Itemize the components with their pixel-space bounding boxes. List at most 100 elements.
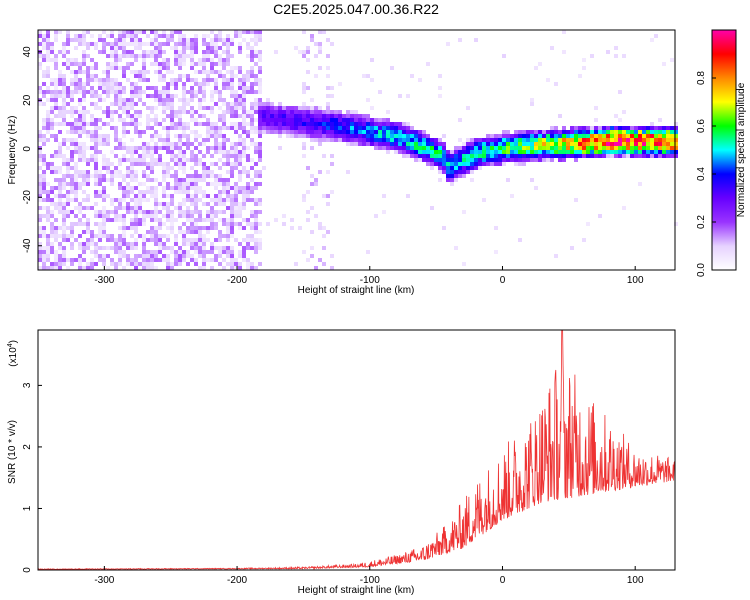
spectrogram-cell <box>174 158 178 162</box>
spectrogram-cell <box>406 122 410 126</box>
spectrogram-cell <box>558 146 562 150</box>
spectrogram-cell <box>226 198 230 202</box>
spectrogram-cell <box>442 166 446 170</box>
spectrogram-cell <box>402 130 406 134</box>
spectrogram-cell <box>206 126 210 130</box>
spectrogram-cell <box>102 198 106 202</box>
spectrogram-cell <box>114 246 118 250</box>
spectrogram-cell <box>106 142 110 146</box>
spectrogram-cell <box>58 258 62 262</box>
spectrogram-cell <box>126 206 130 210</box>
spectrogram-cell <box>242 90 246 94</box>
spectrogram-cell <box>154 230 158 234</box>
spectrogram-cell <box>322 234 326 238</box>
spectrogram-cell <box>590 54 594 58</box>
spectrogram-cell <box>50 230 54 234</box>
spectrogram-cell <box>122 98 126 102</box>
spectrogram-cell <box>630 142 634 146</box>
spectrogram-cell <box>178 230 182 234</box>
spectrogram-cell <box>150 230 154 234</box>
spectrogram-cell <box>58 266 62 270</box>
spectrogram-cell <box>114 90 118 94</box>
spectrogram-cell <box>626 150 630 154</box>
spectrogram-cell <box>294 46 298 50</box>
spectrogram-cell <box>246 170 250 174</box>
spectrogram-cell <box>170 158 174 162</box>
spectrogram-cell <box>554 82 558 86</box>
spectrogram-cell <box>86 30 90 34</box>
spectrogram-cell <box>150 54 154 58</box>
spectrogram-cell <box>614 114 618 118</box>
spectrogram-cell <box>618 90 622 94</box>
spectrogram-cell <box>226 38 230 42</box>
spectrogram-cell <box>370 130 374 134</box>
spectrogram-cell <box>246 30 250 34</box>
spectrogram-cell <box>530 138 534 142</box>
spectrogram-cell <box>234 154 238 158</box>
spectrogram-cell <box>506 142 510 146</box>
spectrogram-cell <box>154 158 158 162</box>
spectrogram-cell <box>262 122 266 126</box>
spectrogram-cell <box>410 138 414 142</box>
spectrogram-cell <box>222 134 226 138</box>
spectrogram-cell <box>242 146 246 150</box>
spectrogram-cell <box>186 126 190 130</box>
spectrogram-cell <box>94 262 98 266</box>
spectrogram-cell <box>642 138 646 142</box>
spectrogram-cell <box>522 138 526 142</box>
spectrogram-cell <box>282 126 286 130</box>
spectrogram-cell <box>214 186 218 190</box>
spectrogram-cell <box>174 30 178 34</box>
spectrogram-cell <box>66 94 70 98</box>
spectrogram-cell <box>230 206 234 210</box>
spectrogram-cell <box>238 102 242 106</box>
spectrogram-cell <box>154 202 158 206</box>
spectrogram-cell <box>514 142 518 146</box>
spectrogram-cell <box>542 158 546 162</box>
spectrogram-cell <box>82 206 86 210</box>
spectrogram-cell <box>310 110 314 114</box>
spectrogram-cell <box>230 222 234 226</box>
spectrogram-cell <box>434 150 438 154</box>
spectrogram-cell <box>118 102 122 106</box>
spectrogram-cell <box>170 154 174 158</box>
spectrogram-cell <box>46 126 50 130</box>
spectrogram-cell <box>658 126 662 130</box>
spectrogram-cell <box>230 70 234 74</box>
spectrogram-cell <box>154 50 158 54</box>
spectrogram-cell <box>146 70 150 74</box>
spectrogram-cell <box>166 258 170 262</box>
spectrogram-cell <box>54 150 58 154</box>
spectrogram-cell <box>190 214 194 218</box>
spectrogram-cell <box>146 150 150 154</box>
spectrogram-cell <box>210 258 214 262</box>
spectrogram-cell <box>106 86 110 90</box>
spectrogram-cell <box>102 38 106 42</box>
spectrogram-cell <box>94 242 98 246</box>
spectrogram-cell <box>614 134 618 138</box>
spectrogram-cell <box>550 134 554 138</box>
spectrogram-cell <box>134 118 138 122</box>
spectrogram-cell <box>194 198 198 202</box>
spectrogram-cell <box>610 138 614 142</box>
spectrogram-cell <box>318 66 322 70</box>
spectrogram-cell <box>158 34 162 38</box>
spectrogram-cell <box>238 98 242 102</box>
spectrogram-cell <box>330 130 334 134</box>
spectrogram-cell <box>238 250 242 254</box>
spectrogram-cell <box>78 206 82 210</box>
spectrogram-cell <box>670 150 674 154</box>
spectrogram-cell <box>82 158 86 162</box>
spectrogram-cell <box>154 214 158 218</box>
spectrogram-cell <box>258 142 262 146</box>
spectrogram-cell <box>86 46 90 50</box>
spectrogram-cell <box>86 226 90 230</box>
spectrogram-cell <box>166 174 170 178</box>
spectrogram-cell <box>214 122 218 126</box>
spectrogram-cell <box>222 122 226 126</box>
spectrogram-cell <box>110 30 114 34</box>
spectrogram-cell <box>182 154 186 158</box>
spectrogram-cell <box>82 122 86 126</box>
spectrogram-cell <box>430 138 434 142</box>
spectrogram-cell <box>214 238 218 242</box>
